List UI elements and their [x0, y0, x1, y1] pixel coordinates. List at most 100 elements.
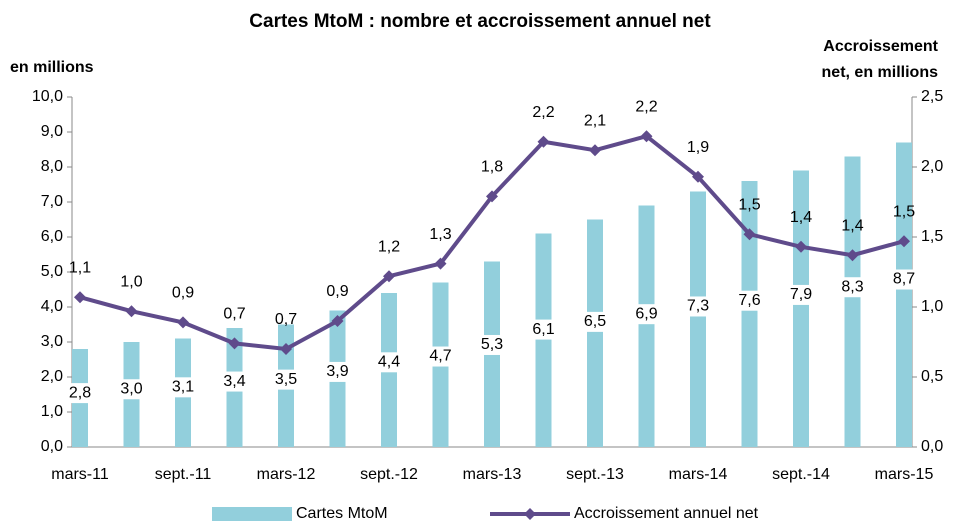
label-bg — [477, 334, 507, 355]
line-marker — [795, 240, 807, 253]
label-bg — [837, 277, 868, 298]
x-tick-label: sept.-14 — [772, 466, 830, 483]
bar-value-label: 6,9 — [635, 305, 657, 322]
label-bg — [116, 379, 147, 400]
label-bg — [631, 304, 662, 325]
line-marker — [486, 190, 498, 203]
y-tick-label: 2,0 — [41, 368, 63, 385]
y-tick-label: 5,0 — [41, 263, 63, 280]
y-tick-label: 8,0 — [41, 158, 63, 175]
bar-value-label: 7,6 — [738, 292, 760, 309]
y2-tick-label: 2,0 — [921, 158, 943, 175]
y-tick-label: 3,0 — [41, 333, 63, 350]
line-marker — [177, 316, 189, 329]
y2-tick-label: 0,0 — [921, 438, 943, 455]
y-tick-label: 1,0 — [41, 403, 63, 420]
legend-swatch — [212, 507, 292, 521]
line-value-label: 1,5 — [738, 196, 760, 213]
y-tick-label: 4,0 — [41, 298, 63, 315]
bar — [896, 142, 912, 447]
line-value-label: 0,7 — [275, 311, 297, 328]
label-bg — [219, 371, 250, 392]
line-marker — [228, 337, 241, 350]
label-bg — [683, 296, 713, 317]
line-value-label: 1,8 — [481, 159, 503, 176]
legend-marker — [524, 508, 536, 520]
label-bg — [374, 352, 404, 373]
line-marker — [743, 228, 756, 241]
line-marker — [74, 291, 86, 304]
y2-tick-label: 0,5 — [921, 368, 943, 385]
line-marker — [125, 305, 138, 318]
legend-label: Accroissement annuel net — [574, 505, 759, 522]
bar-value-label: 4,7 — [429, 348, 451, 365]
label-bg — [528, 319, 559, 340]
bar-value-label: 5,3 — [481, 336, 503, 353]
line-marker — [280, 343, 292, 355]
line-value-label: 1,1 — [69, 259, 91, 276]
x-tick-label: mars-14 — [669, 466, 728, 483]
label-bg — [168, 377, 198, 398]
bar-value-label: 4,4 — [378, 354, 400, 371]
x-tick-label: mars-13 — [463, 466, 522, 483]
line-marker — [692, 170, 704, 183]
line-value-label: 2,1 — [584, 112, 606, 129]
label-bg — [786, 284, 816, 305]
x-tick-label: sept.-11 — [155, 466, 212, 483]
bar-value-label: 8,7 — [893, 271, 915, 288]
line-value-label: 1,4 — [841, 217, 863, 234]
bar — [741, 181, 758, 447]
chart-title: Cartes MtoM : nombre et accroissement an… — [249, 11, 711, 32]
line-marker — [383, 270, 395, 283]
line-value-label: 0,9 — [326, 283, 348, 300]
line-marker — [537, 135, 550, 148]
y2-tick-label: 1,5 — [921, 228, 943, 245]
line-marker — [898, 235, 910, 248]
line-marker — [331, 315, 344, 327]
bar-value-label: 7,9 — [790, 286, 812, 303]
x-tick-label: mars-12 — [257, 466, 316, 483]
label-bg — [734, 290, 765, 311]
label-bg — [580, 311, 610, 332]
label-bg — [65, 383, 95, 404]
line-value-label: 2,2 — [532, 104, 554, 121]
x-tick-label: mars-11 — [51, 466, 109, 483]
line-value-label: 1,3 — [429, 226, 451, 243]
line-value-label: 1,0 — [120, 273, 142, 290]
bar-value-label: 6,1 — [532, 321, 554, 338]
bar — [690, 191, 706, 447]
bar-value-label: 3,5 — [275, 371, 297, 388]
bar-value-label: 3,1 — [172, 379, 194, 396]
y2-axis-label: net, en millions — [822, 64, 939, 81]
bar — [793, 170, 809, 447]
x-tick-label: sept.-12 — [360, 466, 418, 483]
label-bg — [425, 346, 456, 367]
bar — [535, 233, 552, 447]
legend-label: Cartes MtoM — [296, 505, 388, 522]
line-value-label: 1,4 — [790, 209, 812, 226]
line-value-label: 1,2 — [378, 238, 400, 255]
line-value-label: 1,5 — [893, 203, 915, 220]
y2-tick-label: 1,0 — [921, 298, 943, 315]
y-tick-label: 10,0 — [32, 88, 63, 105]
bar-value-label: 2,8 — [69, 384, 91, 401]
y-tick-label: 7,0 — [41, 193, 63, 210]
bar-value-label: 7,3 — [687, 298, 709, 315]
line-marker — [434, 257, 447, 270]
bar-value-label: 3,0 — [120, 380, 142, 397]
line-marker — [640, 130, 653, 143]
line-marker — [846, 249, 859, 262]
label-bg — [322, 361, 353, 382]
line-value-label: 2,2 — [635, 98, 657, 115]
line-value-label: 0,7 — [223, 306, 245, 323]
label-bg — [271, 369, 301, 390]
x-tick-label: mars-15 — [875, 466, 934, 483]
bar — [587, 219, 603, 447]
bar-value-label: 3,4 — [223, 373, 245, 390]
line-marker — [589, 144, 601, 157]
line-value-label: 1,9 — [687, 139, 709, 156]
bar-value-label: 3,9 — [326, 363, 348, 380]
y2-tick-label: 2,5 — [921, 88, 943, 105]
bar — [638, 205, 655, 447]
x-tick-label: sept.-13 — [566, 466, 624, 483]
